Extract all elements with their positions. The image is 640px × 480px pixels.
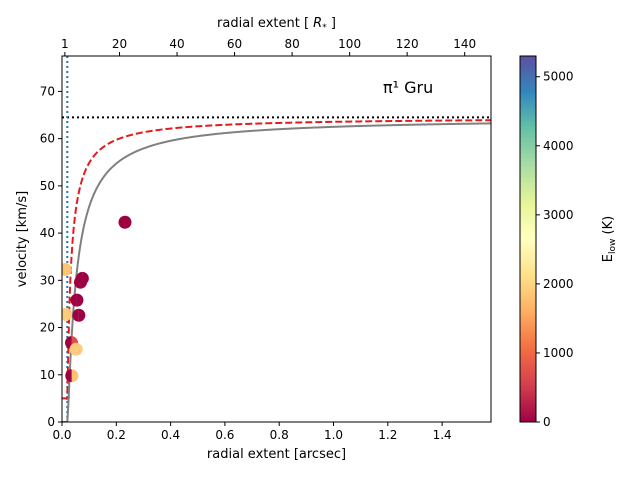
y-tick-label: 60 — [40, 132, 55, 146]
data-point — [62, 307, 73, 321]
plot-frame — [61, 55, 492, 423]
x2-tick-label: 1 — [61, 37, 69, 51]
data-point-left-half — [72, 308, 79, 322]
y-tick-label: 10 — [40, 368, 55, 382]
data-point-left-half — [118, 215, 125, 229]
x-axis-label: radial extent [arcsec] — [207, 447, 346, 462]
data-point — [72, 308, 86, 322]
y-tick-label: 20 — [40, 321, 55, 335]
data-point — [75, 271, 89, 285]
lines-layer — [62, 56, 491, 422]
x-tick-label: 0.4 — [161, 428, 180, 442]
data-point-right-half — [78, 308, 86, 322]
x2-tick-label: 80 — [284, 37, 299, 51]
x-tick-label: 1.0 — [324, 428, 343, 442]
y-tick-label: 30 — [40, 273, 55, 287]
colorbar-tick-label: 0 — [543, 415, 551, 429]
data-point — [65, 369, 79, 383]
y-tick-label: 70 — [40, 84, 55, 98]
x2-tick-label: 40 — [169, 37, 184, 51]
plot-area — [62, 56, 491, 422]
axes-layer: 0.0 0.2 0.4 0.6 0.8 1.0 1.2 1.4 0 10 20 30 40 50 60 70 1… — [40, 37, 476, 442]
x2-tick-label: 60 — [227, 37, 242, 51]
line-beta-law-fit-steep- — [62, 119, 491, 401]
data-point-left-half — [65, 336, 72, 350]
data-point — [69, 342, 83, 356]
y-axis-label: velocity [km/s] — [15, 191, 30, 287]
y-tick-label: 40 — [40, 226, 55, 240]
data-point-right-half — [76, 293, 84, 307]
colorbar-tick-label: 4000 — [543, 139, 574, 153]
x2-tick-label: 120 — [396, 37, 419, 51]
y-tick-label: 50 — [40, 179, 55, 193]
data-point-right-half — [76, 342, 83, 356]
data-point-left-half — [62, 307, 66, 321]
x-tick-label: 0.8 — [270, 428, 289, 442]
x2-tick-label: 20 — [112, 37, 127, 51]
data-point-left-half — [75, 271, 83, 285]
colorbar-label: Elow (K) — [601, 216, 618, 262]
x-tick-label: 1.4 — [433, 428, 452, 442]
colorbar-gradient — [519, 55, 537, 423]
data-point — [62, 262, 72, 276]
x-tick-label: 0.0 — [52, 428, 71, 442]
data-point-right-half — [82, 271, 89, 285]
data-point-right-half — [65, 262, 72, 276]
x-tick-label: 0.2 — [107, 428, 126, 442]
colorbar-tick-label: 1000 — [543, 346, 574, 360]
data-point-left-half — [65, 369, 72, 383]
x2-axis-label: radial extent [ R* ] — [217, 16, 336, 33]
x2-tick-label: 140 — [453, 37, 476, 51]
y-tick-label: 0 — [47, 415, 55, 429]
data-point-left-half — [62, 262, 66, 276]
data-point — [118, 215, 132, 229]
colorbar: 0 1000 2000 3000 4000 5000 Elow (K) — [519, 55, 618, 429]
line-beta-law-fit-shallow- — [62, 122, 491, 422]
points-layer — [62, 215, 132, 383]
colorbar-tick-label: 5000 — [543, 70, 574, 84]
data-point-left-half — [69, 342, 77, 356]
chart-annotation: π¹ Gru — [383, 78, 433, 97]
x-tick-label: 1.2 — [378, 428, 397, 442]
colorbar-tick-label: 3000 — [543, 208, 574, 222]
data-point-right-half — [65, 307, 73, 321]
data-point-right-half — [71, 369, 79, 383]
colorbar-tick-label: 2000 — [543, 277, 574, 291]
data-point-left-half — [70, 293, 77, 307]
x-tick-label: 0.6 — [215, 428, 234, 442]
data-point-right-half — [124, 215, 132, 229]
x2-tick-label: 100 — [338, 37, 361, 51]
data-point — [70, 293, 84, 307]
